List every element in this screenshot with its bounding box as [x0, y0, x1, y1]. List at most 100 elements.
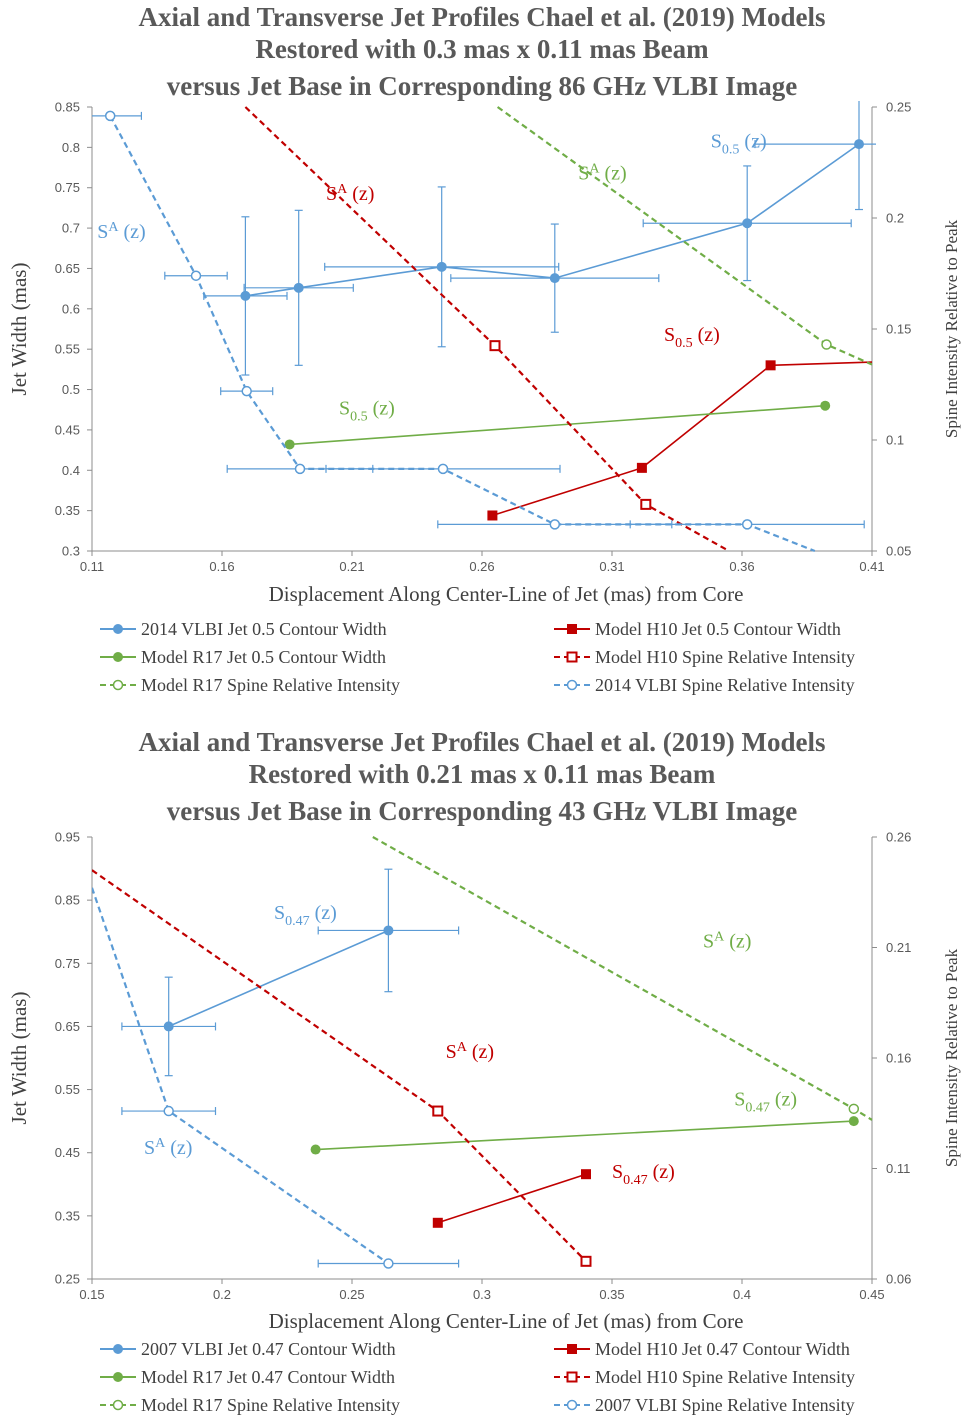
y-tick-label: 0.7: [62, 221, 80, 236]
chart-panel-1: Axial and Transverse Jet Profiles Chael …: [7, 2, 961, 695]
x-tick-label: 0.15: [79, 1287, 104, 1302]
y-tick-label: 0.85: [55, 893, 80, 908]
series-line: [92, 869, 587, 1263]
annotation-base: S: [703, 931, 714, 953]
annotation-base: S: [97, 221, 108, 243]
legend-label: 2014 VLBI Jet 0.5 Contour Width: [141, 619, 387, 639]
y2-tick-label: 0.16: [886, 1051, 911, 1066]
legend-marker: [566, 651, 578, 663]
annotation-rest: (z): [648, 1161, 675, 1183]
y-tick-label: 0.95: [55, 830, 80, 845]
data-point: [163, 1105, 174, 1117]
annotation-sup: A: [155, 1136, 166, 1151]
x-tick-label: 0.4: [733, 1287, 751, 1302]
y2-tick-label: 0.25: [886, 100, 911, 115]
y-tick-label: 0.25: [55, 1272, 80, 1287]
legend-entry: 2007 VLBI Jet 0.47 Contour Width: [100, 1339, 396, 1359]
series-2007-vlbi-spine-relative-intensity: [92, 887, 460, 1269]
legend-entry: 2014 VLBI Spine Relative Intensity: [554, 675, 855, 695]
series-line: [92, 887, 390, 1265]
legend-label: Model R17 Jet 0.47 Contour Width: [141, 1367, 395, 1387]
y2-tick-label: 0.26: [886, 830, 911, 845]
y-tick-label: 0.35: [55, 1208, 80, 1223]
legend-entry: 2007 VLBI Spine Relative Intensity: [554, 1395, 855, 1415]
annotation-base: S: [446, 1041, 457, 1063]
x-axis-label: Displacement Along Center-Line of Jet (m…: [269, 582, 744, 606]
series-line: [492, 361, 873, 517]
legend-label: Model H10 Jet 0.47 Contour Width: [595, 1339, 850, 1359]
legend-entry: Model R17 Spine Relative Intensity: [100, 1395, 400, 1415]
legend-marker: [113, 1344, 123, 1354]
legend-entry: Model R17 Jet 0.47 Contour Width: [100, 1367, 395, 1387]
y2-axis-label: Spine Intensity Relative to Peak: [942, 219, 961, 438]
x-tick-label: 0.35: [599, 1287, 624, 1302]
data-point: [489, 340, 501, 352]
chart-title-line: Axial and Transverse Jet Profiles Chael …: [139, 2, 826, 32]
legend-label: 2007 VLBI Spine Relative Intensity: [595, 1395, 855, 1415]
data-point: [240, 290, 251, 301]
data-point: [432, 1217, 443, 1228]
y-tick-label: 0.8: [62, 140, 80, 155]
y-axis-label: Jet Width (mas): [7, 992, 31, 1125]
data-point: [640, 498, 652, 510]
data-point: [765, 360, 776, 371]
y-tick-label: 0.55: [55, 342, 80, 357]
annotation-sup: A: [714, 930, 725, 945]
y2-tick-label: 0.11: [886, 1161, 910, 1176]
legend-entry: Model H10 Jet 0.47 Contour Width: [554, 1339, 850, 1359]
chart-title-line: versus Jet Base in Corresponding 43 GHz …: [167, 796, 798, 826]
y2-tick-label: 0.1: [886, 433, 904, 448]
annotation-base: S: [144, 1137, 155, 1159]
y-tick-label: 0.5: [62, 382, 80, 397]
annotation-base: S: [326, 183, 337, 205]
data-point: [741, 519, 753, 530]
legend-entry: Model H10 Spine Relative Intensity: [554, 1367, 855, 1387]
data-point: [821, 339, 832, 350]
annotation-base: S: [578, 163, 589, 185]
chart-panel-2: Axial and Transverse Jet Profiles Chael …: [7, 727, 961, 1415]
legend-label: Model R17 Spine Relative Intensity: [141, 1395, 400, 1415]
x-tick-label: 0.41: [859, 559, 884, 574]
x-tick-label: 0.36: [729, 559, 754, 574]
series-model-h10-jet-0-5-contour-width: [487, 360, 873, 521]
series-line: [496, 106, 873, 366]
y-tick-label: 0.35: [55, 503, 80, 518]
annotation-base: S: [339, 398, 350, 420]
data-point: [163, 1021, 174, 1032]
annotation-rest: (z): [118, 221, 145, 243]
legend-marker: [112, 679, 124, 691]
chart-title-line: Restored with 0.21 mas x 0.11 mas Beam: [249, 759, 716, 789]
y-tick-label: 0.45: [55, 1145, 80, 1160]
y-tick-label: 0.6: [62, 301, 80, 316]
x-axis-label: Displacement Along Center-Line of Jet (m…: [269, 1309, 744, 1333]
annotation-base: S: [734, 1088, 745, 1110]
y2-tick-label: 0.2: [886, 211, 904, 226]
annotation-sup: A: [337, 182, 348, 197]
series-model-h10-jet-0-47-contour-width: [432, 1169, 591, 1228]
annotation-base: S: [612, 1161, 623, 1183]
series-model-r17-spine-relative-intensity: [496, 106, 873, 366]
x-tick-label: 0.3: [473, 1287, 491, 1302]
legend-entry: Model H10 Spine Relative Intensity: [554, 647, 855, 667]
chart-title-line: Restored with 0.3 mas x 0.11 mas Beam: [255, 34, 709, 64]
legend-label: Model R17 Spine Relative Intensity: [141, 675, 400, 695]
annotation-rest: (z): [724, 931, 751, 953]
legend-marker: [112, 1399, 124, 1411]
annotation-rest: (z): [347, 183, 374, 205]
legend-marker: [566, 1371, 578, 1383]
x-tick-label: 0.45: [859, 1287, 884, 1302]
data-point: [636, 462, 647, 473]
legend-marker: [113, 652, 123, 662]
legend-label: 2014 VLBI Spine Relative Intensity: [595, 675, 855, 695]
series-model-r17-jet-0-47-contour-width: [310, 1116, 859, 1155]
data-point: [742, 218, 753, 229]
data-point: [436, 261, 447, 272]
annotation-rest: (z): [599, 163, 626, 185]
series-line: [437, 1173, 587, 1224]
series-line: [372, 836, 873, 1121]
annotation-base: S: [274, 902, 285, 924]
annotation-sup: A: [457, 1040, 468, 1055]
series-annotation: SA (z): [97, 220, 145, 243]
data-point: [310, 1144, 321, 1155]
